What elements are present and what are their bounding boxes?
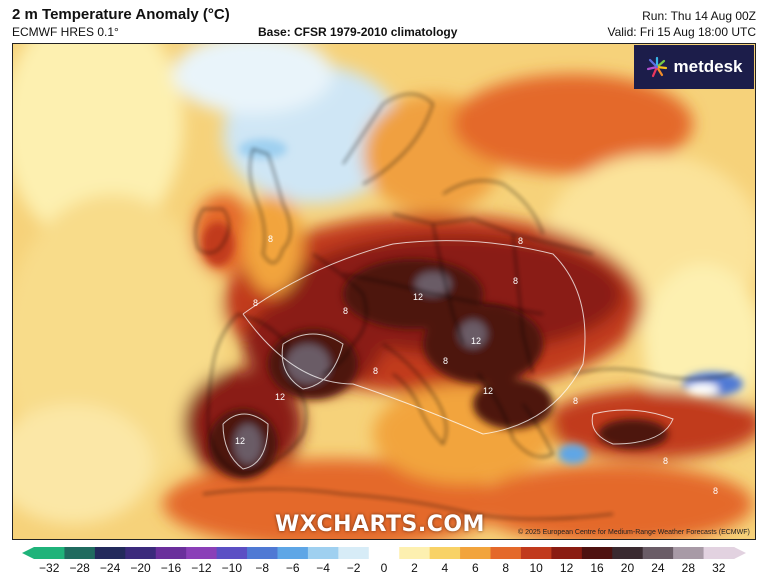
color-scale-tick-label: 20	[620, 561, 635, 575]
valid-time-label: Valid: Fri 15 Aug 18:00 UTC	[607, 25, 756, 39]
color-scale-segment	[551, 547, 583, 559]
base-climatology-label: Base: CFSR 1979-2010 climatology	[258, 25, 458, 39]
contour-label: 8	[513, 276, 518, 286]
color-scale-segment	[186, 547, 218, 559]
color-scale-tick-label: 24	[651, 561, 665, 575]
metdesk-logo-icon	[646, 56, 667, 78]
color-scale-segment	[125, 547, 157, 559]
color-scale-segment	[338, 547, 370, 559]
contour-label: 8	[713, 486, 718, 496]
anomaly-extremes	[202, 139, 743, 479]
color-scale-segment	[155, 547, 187, 559]
contour-label: 12	[471, 336, 481, 346]
color-scale-tick-label: 4	[441, 561, 449, 575]
contour-label: 12	[483, 386, 493, 396]
color-scale-tick-label: −16	[160, 561, 182, 575]
color-scale-tick-label: 12	[559, 561, 574, 575]
color-scale-svg	[22, 547, 746, 559]
color-scale-tick-label: 8	[502, 561, 510, 575]
color-scale-segment	[399, 547, 431, 559]
color-scale-tick-label: 10	[529, 561, 543, 575]
contour-labels: 8 8 12 12 12 8 8 8 12 8 8 8 8 8 12	[235, 234, 718, 496]
contour-label: 8	[343, 306, 348, 316]
color-scale-tick-label: 28	[681, 561, 696, 575]
color-scale-segment	[490, 547, 522, 559]
color-scale-segment	[64, 547, 96, 559]
color-scale-bar	[22, 547, 746, 559]
color-scale-tick-label: 6	[471, 561, 479, 575]
color-scale-right-arrow	[734, 547, 746, 559]
model-label: ECMWF HRES 0.1°	[12, 25, 119, 39]
wxcharts-watermark: WXCHARTS.COM	[275, 512, 485, 537]
contour-label: 8	[253, 298, 258, 308]
color-scale-tick-label: −24	[99, 561, 121, 575]
contour-label: 8	[268, 234, 273, 244]
color-scale-segment	[429, 547, 461, 559]
map-svg: 8 8 12 12 12 8 8 8 12 8 8 8 8 8 12	[13, 44, 755, 539]
contour-label: 12	[413, 292, 423, 302]
color-scale-tick-label: −12	[191, 561, 212, 575]
color-scale-segment	[307, 547, 339, 559]
color-scale-segment	[612, 547, 644, 559]
color-scale-tick-label: −20	[130, 561, 151, 575]
contour-label: 8	[573, 396, 578, 406]
color-scale-tick-label: −28	[69, 561, 90, 575]
ecmwf-copyright: © 2025 European Centre for Medium-Range …	[518, 529, 750, 536]
color-scale-tick-label: −2	[346, 561, 361, 575]
contour-label: 8	[373, 366, 378, 376]
color-scale-tick-label: 0	[380, 561, 388, 575]
run-time-label: Run: Thu 14 Aug 00Z	[642, 9, 756, 23]
color-scale-tick-label: −6	[285, 561, 300, 575]
contour-label: 8	[663, 456, 668, 466]
color-scale-tick-label: −4	[316, 561, 330, 575]
color-scale-tick-label: 2	[411, 561, 418, 575]
color-scale-tick-label: 16	[590, 561, 604, 575]
coastlines	[194, 93, 734, 520]
color-scale-segment	[277, 547, 309, 559]
color-scale-segment	[34, 547, 65, 559]
chart-title: 2 m Temperature Anomaly (°C)	[12, 6, 230, 23]
contour-label: 12	[235, 436, 245, 446]
color-scale-tick-label: −32	[39, 561, 60, 575]
color-scale-tick-label: −10	[221, 561, 242, 575]
color-scale-segment	[642, 547, 674, 559]
contour-label: 8	[443, 356, 448, 366]
color-scale-segment	[460, 547, 492, 559]
color-scale-segment	[581, 547, 613, 559]
temperature-anomaly-map: 8 8 12 12 12 8 8 8 12 8 8 8 8 8 12	[12, 43, 756, 540]
contour-label: 12	[275, 392, 285, 402]
color-scale-ticks: −32 −28 −24 −20 −16 −12 −10 −8 −6 −4 −2 0 2 4 6 8 10 12 16…	[0, 561, 768, 581]
color-scale-segment	[216, 547, 248, 559]
color-scale-left-arrow	[22, 547, 34, 559]
color-scale-tick-label: −8	[255, 561, 270, 575]
color-scale-segment	[673, 547, 705, 559]
contours	[222, 240, 674, 470]
color-scale-segment	[703, 547, 735, 559]
color-scale-segment	[94, 547, 126, 559]
contour-label: 8	[518, 236, 523, 246]
metdesk-logo-text: metdesk	[673, 57, 743, 76]
color-scale-tick-label: 32	[712, 561, 726, 575]
metdesk-logo: metdesk	[634, 45, 754, 89]
color-scale-segment	[520, 547, 552, 559]
color-scale-segment	[247, 547, 278, 559]
color-scale-segment	[368, 547, 400, 559]
